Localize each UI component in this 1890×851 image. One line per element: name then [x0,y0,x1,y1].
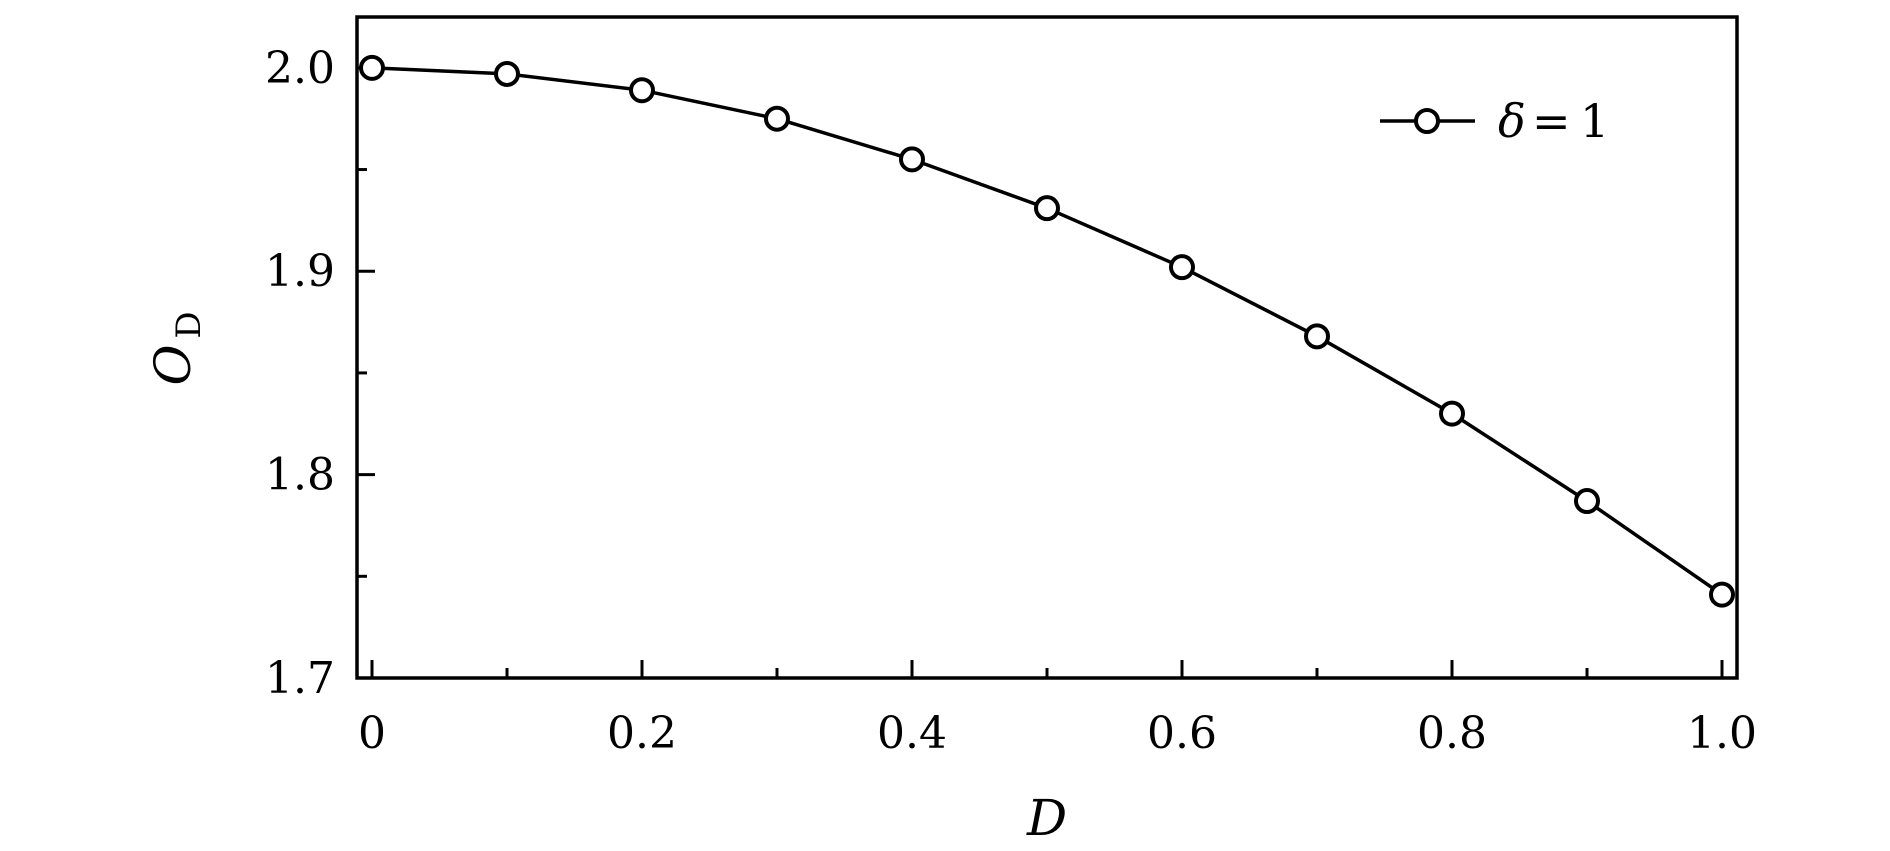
data-point [494,60,520,87]
legend-equals: = [1532,94,1571,148]
tick-labels-group: 0 0.2 0.4 0.6 0.8 1.0 1.7 1.8 1.9 2.0 [265,43,1757,759]
data-point [1574,488,1600,515]
data-point [899,146,925,173]
x-tick-label: 0.2 [607,708,677,759]
legend-marker [1414,108,1440,134]
ticks-group [357,66,1724,680]
x-tick-label: 0 [358,708,386,759]
data-point [1034,195,1060,222]
legend: δ = 1 [1380,94,1609,148]
y-tick-label: 1.8 [265,450,335,501]
y-tick-label: 1.7 [265,653,335,704]
y-axis-label-main: O [144,345,202,386]
data-point [359,54,385,81]
x-tick-label: 0.8 [1417,708,1487,759]
data-point [629,77,655,104]
data-point [1709,581,1735,608]
x-tick-label: 0.6 [1147,708,1217,759]
data-point [1304,323,1330,350]
legend-symbol: δ [1498,94,1526,148]
y-tick-label: 1.9 [265,246,335,297]
x-axis-label: D [1026,789,1067,847]
data-point [764,105,790,132]
data-point [1439,400,1465,427]
y-axis-label: O D [144,311,209,385]
x-tick-label: 1.0 [1687,708,1757,759]
plot-frame [355,15,1739,680]
data-point [1169,254,1195,281]
y-tick-label: 2.0 [265,43,335,94]
x-tick-label: 0.4 [877,708,947,759]
legend-value: 1 [1580,94,1609,148]
y-axis-label-subscript: D [169,311,209,338]
series-group [359,54,1735,608]
